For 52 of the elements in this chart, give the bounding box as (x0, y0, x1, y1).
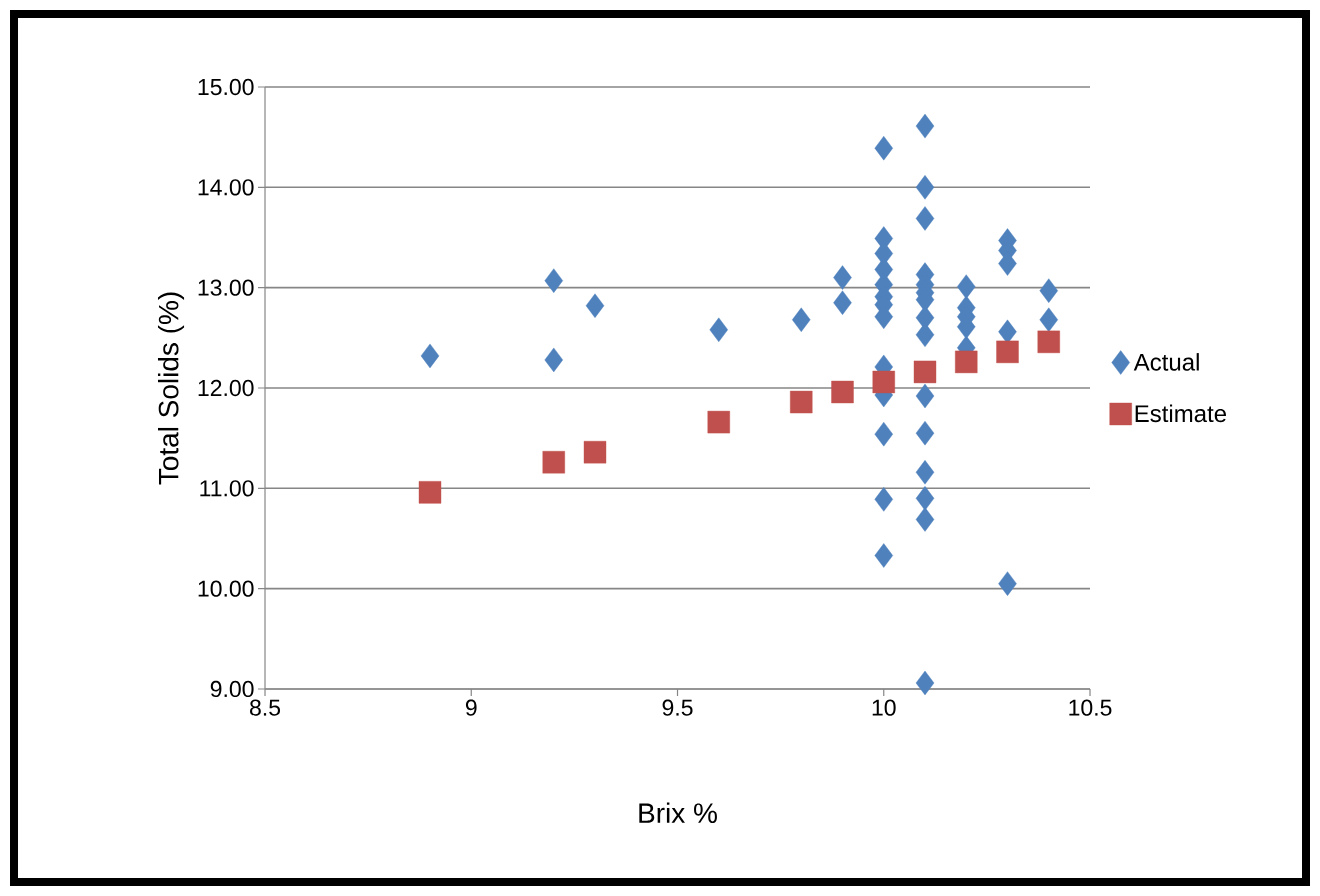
point (831, 380, 854, 404)
point (915, 383, 935, 409)
point (707, 410, 730, 434)
point (790, 390, 813, 414)
point (833, 290, 852, 315)
point (915, 670, 935, 696)
point (833, 265, 852, 290)
y-tick-label: 12.00 (198, 379, 254, 397)
x-tick-label: 8.5 (250, 699, 281, 716)
x-axis-title: Brix % (639, 802, 717, 823)
point (955, 350, 978, 374)
point (915, 460, 935, 485)
point (1039, 278, 1058, 303)
point (709, 317, 728, 342)
point (915, 113, 935, 139)
point (583, 441, 607, 464)
point (915, 486, 935, 511)
point (957, 274, 976, 299)
point (996, 340, 1019, 364)
point (998, 571, 1017, 596)
x-tick-label: 10 (872, 699, 896, 716)
point (542, 451, 565, 474)
point (792, 307, 811, 332)
x-tick-label: 10.5 (1069, 699, 1112, 716)
point (544, 347, 563, 373)
point (874, 543, 893, 568)
y-tick-label: 14.00 (198, 179, 254, 196)
point (418, 481, 442, 504)
point (544, 268, 563, 293)
y-tick-label: 9.00 (210, 680, 254, 698)
point (872, 370, 895, 394)
y-tick-label: 13.00 (198, 279, 254, 296)
legend-label: Actual (1133, 353, 1199, 371)
point (1039, 307, 1058, 332)
point (585, 293, 605, 318)
point (874, 421, 893, 447)
point (915, 420, 935, 446)
point (915, 507, 935, 532)
y-tick-label: 15.00 (198, 78, 254, 96)
point (915, 175, 935, 200)
point (913, 360, 937, 384)
point (915, 206, 935, 231)
legend-label: Estimate (1135, 404, 1226, 423)
x-tick-label: 9.5 (662, 699, 693, 716)
point (874, 487, 893, 512)
x-tick-label: 9 (465, 699, 477, 716)
point (420, 343, 440, 369)
y-tick-label: 10.00 (198, 580, 254, 597)
point (1037, 330, 1060, 354)
y-tick-label: 11.00 (200, 480, 254, 497)
point (874, 135, 893, 161)
y-axis-title: Total Solids (%) (157, 292, 185, 485)
